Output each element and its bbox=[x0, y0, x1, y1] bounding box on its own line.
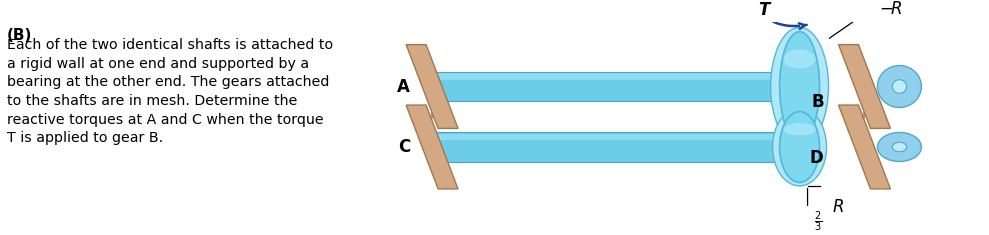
Bar bbox=[432, 134, 779, 141]
Polygon shape bbox=[839, 105, 890, 189]
Text: $\frac{2}{3}$: $\frac{2}{3}$ bbox=[814, 210, 822, 234]
Ellipse shape bbox=[779, 32, 820, 141]
Ellipse shape bbox=[779, 112, 820, 182]
Bar bbox=[432, 72, 779, 101]
Text: $-\!R$: $-\!R$ bbox=[879, 0, 903, 18]
Text: D: D bbox=[810, 149, 823, 167]
Text: T: T bbox=[759, 1, 770, 19]
Polygon shape bbox=[406, 45, 458, 129]
Text: $R$: $R$ bbox=[832, 198, 844, 216]
Ellipse shape bbox=[770, 27, 829, 146]
Ellipse shape bbox=[772, 108, 827, 186]
Text: C: C bbox=[398, 138, 410, 156]
Text: B: B bbox=[812, 93, 824, 111]
Polygon shape bbox=[406, 105, 458, 189]
Text: (B): (B) bbox=[7, 28, 32, 43]
Bar bbox=[432, 133, 779, 161]
Ellipse shape bbox=[892, 80, 907, 93]
Text: A: A bbox=[398, 78, 410, 95]
Ellipse shape bbox=[877, 66, 922, 107]
Polygon shape bbox=[839, 45, 890, 129]
Text: Each of the two identical shafts is attached to
a rigid wall at one end and supp: Each of the two identical shafts is atta… bbox=[7, 38, 333, 145]
Ellipse shape bbox=[783, 123, 816, 135]
Ellipse shape bbox=[877, 133, 922, 161]
Ellipse shape bbox=[783, 50, 816, 69]
Bar bbox=[432, 74, 779, 80]
Ellipse shape bbox=[892, 142, 907, 152]
